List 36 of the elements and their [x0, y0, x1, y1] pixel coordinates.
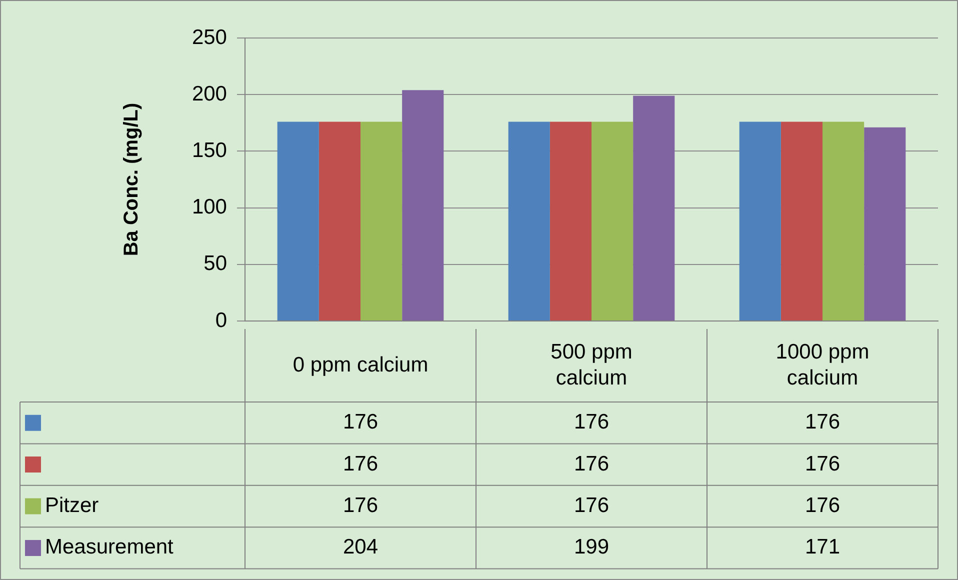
y-tick-label: 150	[192, 138, 227, 162]
x-tick-label: 1000 ppm calcium	[776, 340, 870, 390]
data-label: 176	[804, 494, 840, 518]
data-label: 199	[574, 536, 610, 559]
bar	[508, 122, 550, 320]
bar	[550, 122, 592, 320]
bar	[633, 96, 675, 320]
data-label: 176	[574, 452, 610, 476]
bar	[402, 90, 444, 320]
data-label: 171	[804, 536, 840, 559]
data-label: 176	[574, 494, 610, 518]
bar	[780, 122, 822, 320]
x-tick-label: 0 ppm calcium	[292, 353, 428, 376]
data-label: 176	[342, 494, 378, 518]
data-label: 176	[804, 452, 840, 476]
bar	[592, 122, 634, 320]
y-tick-label: 100	[192, 196, 227, 219]
y-tick-label: 50	[204, 252, 227, 276]
bar	[277, 122, 319, 320]
y-tick-label: 0	[215, 308, 227, 332]
data-label: 176	[804, 410, 840, 434]
bar	[318, 122, 360, 320]
y-axis-title: Ba Conc. (mg/L)	[120, 102, 143, 256]
data-label: 176	[342, 410, 378, 434]
y-tick-label: 200	[192, 82, 227, 106]
data-label: 176	[342, 452, 378, 476]
data-label: 204	[342, 536, 378, 559]
data-label: 176	[574, 410, 610, 434]
bar	[739, 122, 781, 320]
y-tick-label: 250	[192, 26, 227, 49]
bar	[822, 122, 864, 320]
legend-label: Measurement	[45, 536, 174, 559]
bar	[360, 122, 402, 320]
legend-label: Pitzer	[45, 494, 99, 518]
bar	[864, 127, 906, 320]
x-tick-label: 500 ppm calcium	[550, 340, 632, 390]
